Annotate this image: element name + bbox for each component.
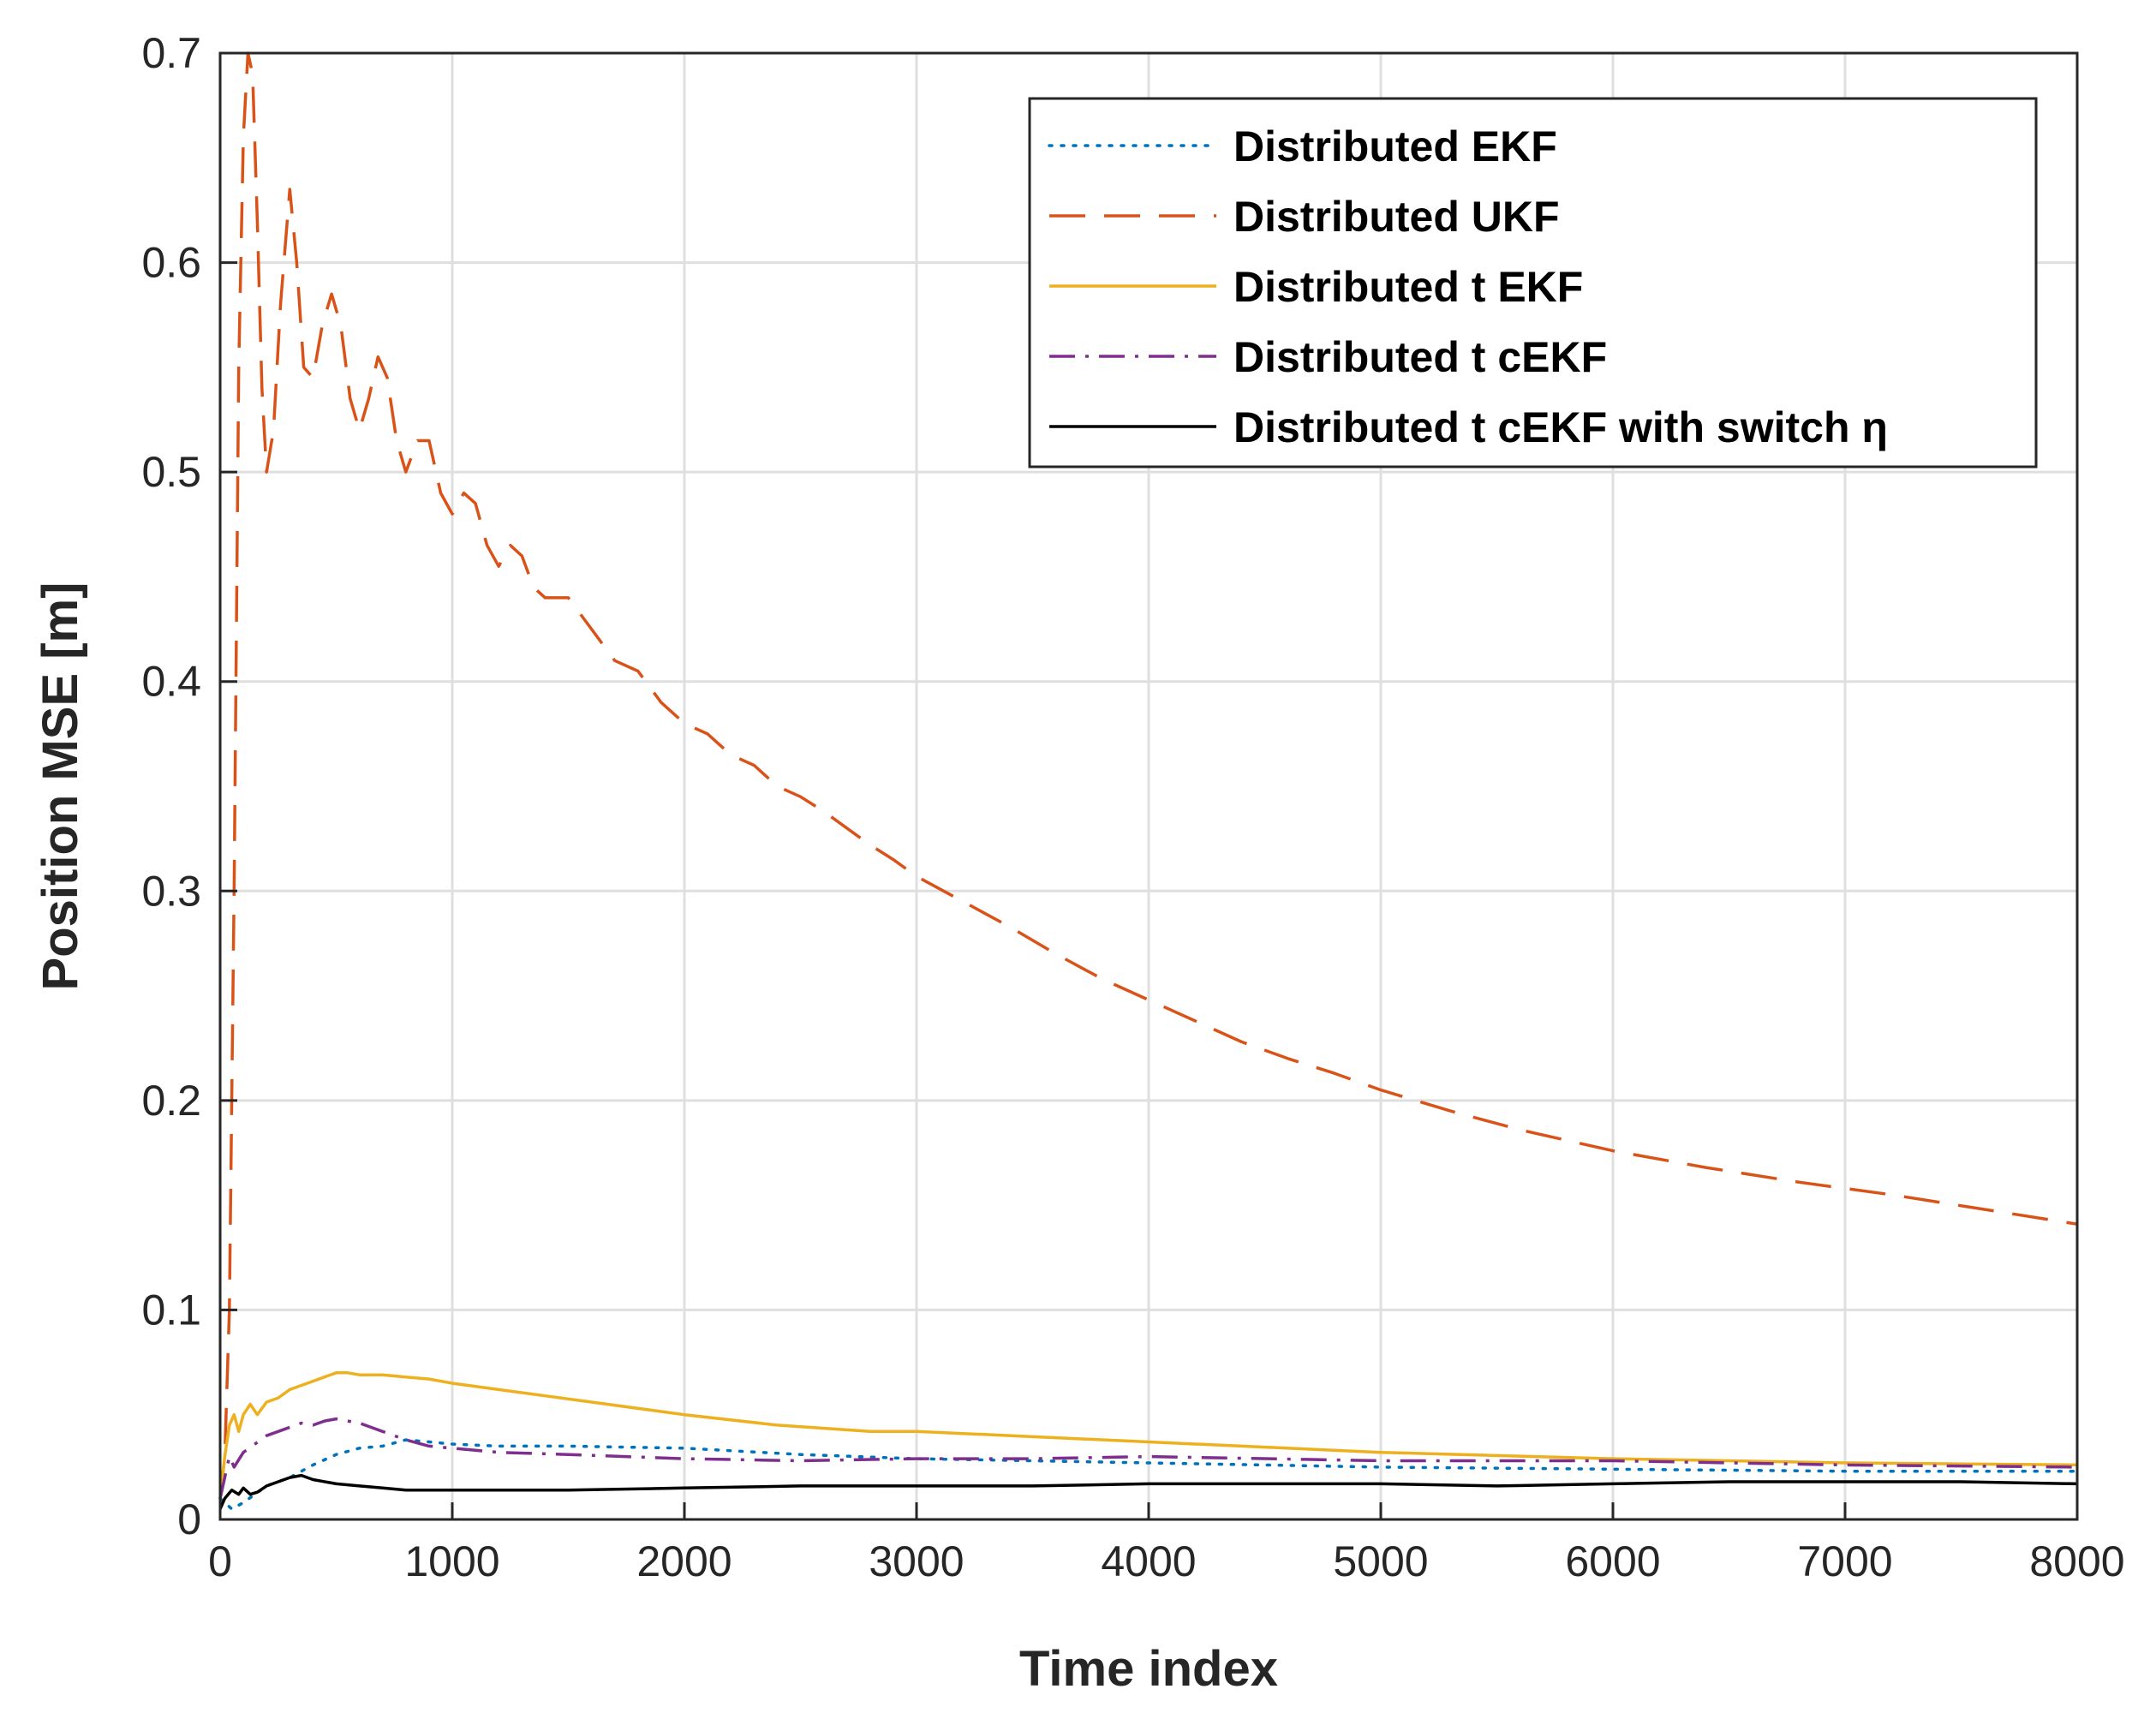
- y-axis-title: Position MSE [m]: [33, 582, 88, 991]
- x-tick-label-8: 8000: [2029, 1537, 2124, 1585]
- x-axis-title: Time index: [1019, 1641, 1278, 1697]
- x-tick-label-0: 0: [208, 1537, 232, 1585]
- y-tick-label-6: 0.6: [141, 239, 201, 287]
- x-tick-label-1: 1000: [404, 1537, 499, 1585]
- legend: Distributed EKF Distributed UKF Distribute…: [1028, 97, 2038, 469]
- y-tick-label-3: 0.3: [141, 867, 201, 915]
- y-tick-label-2: 0.2: [141, 1077, 201, 1125]
- series-line-distributed-t-cekf: [218, 1417, 2078, 1499]
- x-tick-label-3: 3000: [869, 1537, 964, 1585]
- series-layer: [218, 51, 2079, 1511]
- x-axis: 0 1000 2000 3000 4000 5000 6000 7000 8000: [208, 1502, 2125, 1585]
- series-line-distributed-ukf: [218, 51, 2078, 1499]
- x-tick-label-6: 6000: [1565, 1537, 1660, 1585]
- y-tick-label-0: 0: [177, 1495, 201, 1543]
- x-tick-label-7: 7000: [1797, 1537, 1892, 1585]
- x-tick-label-5: 5000: [1333, 1537, 1428, 1585]
- series-line-distributed-ekf: [218, 1438, 2079, 1511]
- series-line-distributed-t-ekf: [218, 1371, 2078, 1499]
- legend-label-distributed-ukf: Distributed UKF: [1233, 193, 1560, 241]
- x-tick-label-2: 2000: [636, 1537, 732, 1585]
- legend-box: [1028, 97, 2038, 469]
- legend-label-distributed-t-ekf: Distributed t EKF: [1233, 263, 1583, 311]
- series-line-distributed-t-cekf-with-switch: [218, 1473, 2078, 1510]
- y-axis: 0 0.1 0.2 0.3 0.4 0.5 0.6 0.7: [141, 29, 237, 1543]
- y-tick-label-5: 0.5: [141, 448, 201, 496]
- legend-label-distributed-t-cekf-with-switch: Distributed t cEKF with switch η: [1233, 403, 1888, 451]
- x-tick-label-4: 4000: [1101, 1537, 1196, 1585]
- y-tick-label-1: 0.1: [141, 1286, 201, 1334]
- legend-label-distributed-t-cekf: Distributed t cEKF: [1233, 333, 1607, 381]
- y-tick-label-4: 0.4: [141, 658, 201, 706]
- y-tick-label-7: 0.7: [141, 29, 201, 77]
- legend-label-distributed-ekf: Distributed EKF: [1233, 122, 1557, 170]
